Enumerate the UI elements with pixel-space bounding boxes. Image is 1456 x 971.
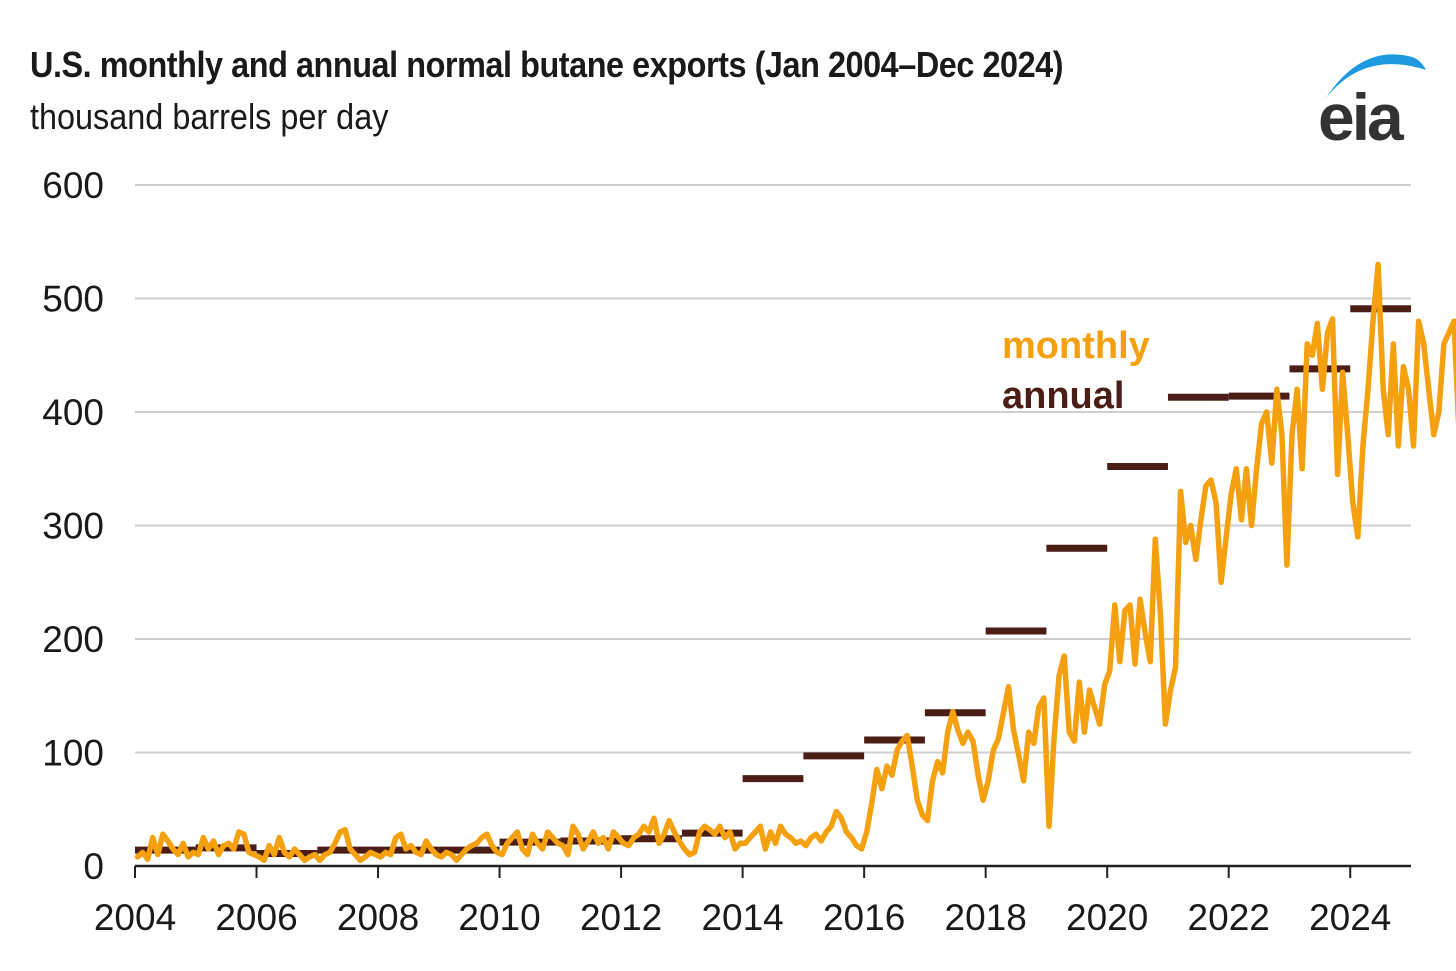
gridlines xyxy=(135,184,1411,754)
x-tick-label: 2024 xyxy=(1309,897,1391,938)
x-tick-label: 2006 xyxy=(215,897,297,938)
x-tick-label: 2012 xyxy=(580,897,662,938)
x-tick-label: 2016 xyxy=(823,897,905,938)
logo-arc-icon xyxy=(1326,54,1426,98)
y-tick-label: 600 xyxy=(42,165,104,206)
x-tick-label: 2014 xyxy=(701,897,783,938)
x-tick-label: 2020 xyxy=(1066,897,1148,938)
chart-subtitle: thousand barrels per day xyxy=(30,96,389,137)
legend-label-annual: annual xyxy=(1002,375,1124,417)
monthly-line xyxy=(134,261,1456,864)
y-tick-label: 200 xyxy=(42,619,104,660)
y-tick-label: 0 xyxy=(83,846,104,887)
y-axis-tick-labels: 0 100 200 300 400 500 600 xyxy=(42,165,104,887)
chart-title: U.S. monthly and annual normal butane ex… xyxy=(30,44,1064,85)
y-tick-label: 100 xyxy=(42,733,104,774)
monthly-series xyxy=(134,261,1456,864)
y-tick-label: 400 xyxy=(42,392,104,433)
x-tick-label: 2022 xyxy=(1188,897,1270,938)
x-axis-tick-labels: 2004 2006 2008 2010 2012 2014 2016 2018 2020 2022… xyxy=(94,897,1392,938)
logo-text: eia xyxy=(1318,80,1404,154)
x-tick-label: 2008 xyxy=(337,897,419,938)
eia-logo: eia xyxy=(1312,48,1432,160)
y-tick-label: 300 xyxy=(42,506,104,547)
x-axis xyxy=(134,864,1411,878)
x-tick-label: 2004 xyxy=(94,897,176,938)
legend-label-monthly: monthly xyxy=(1002,325,1150,367)
y-tick-label: 500 xyxy=(42,279,104,320)
x-tick-label: 2018 xyxy=(945,897,1027,938)
x-tick-label: 2010 xyxy=(458,897,540,938)
